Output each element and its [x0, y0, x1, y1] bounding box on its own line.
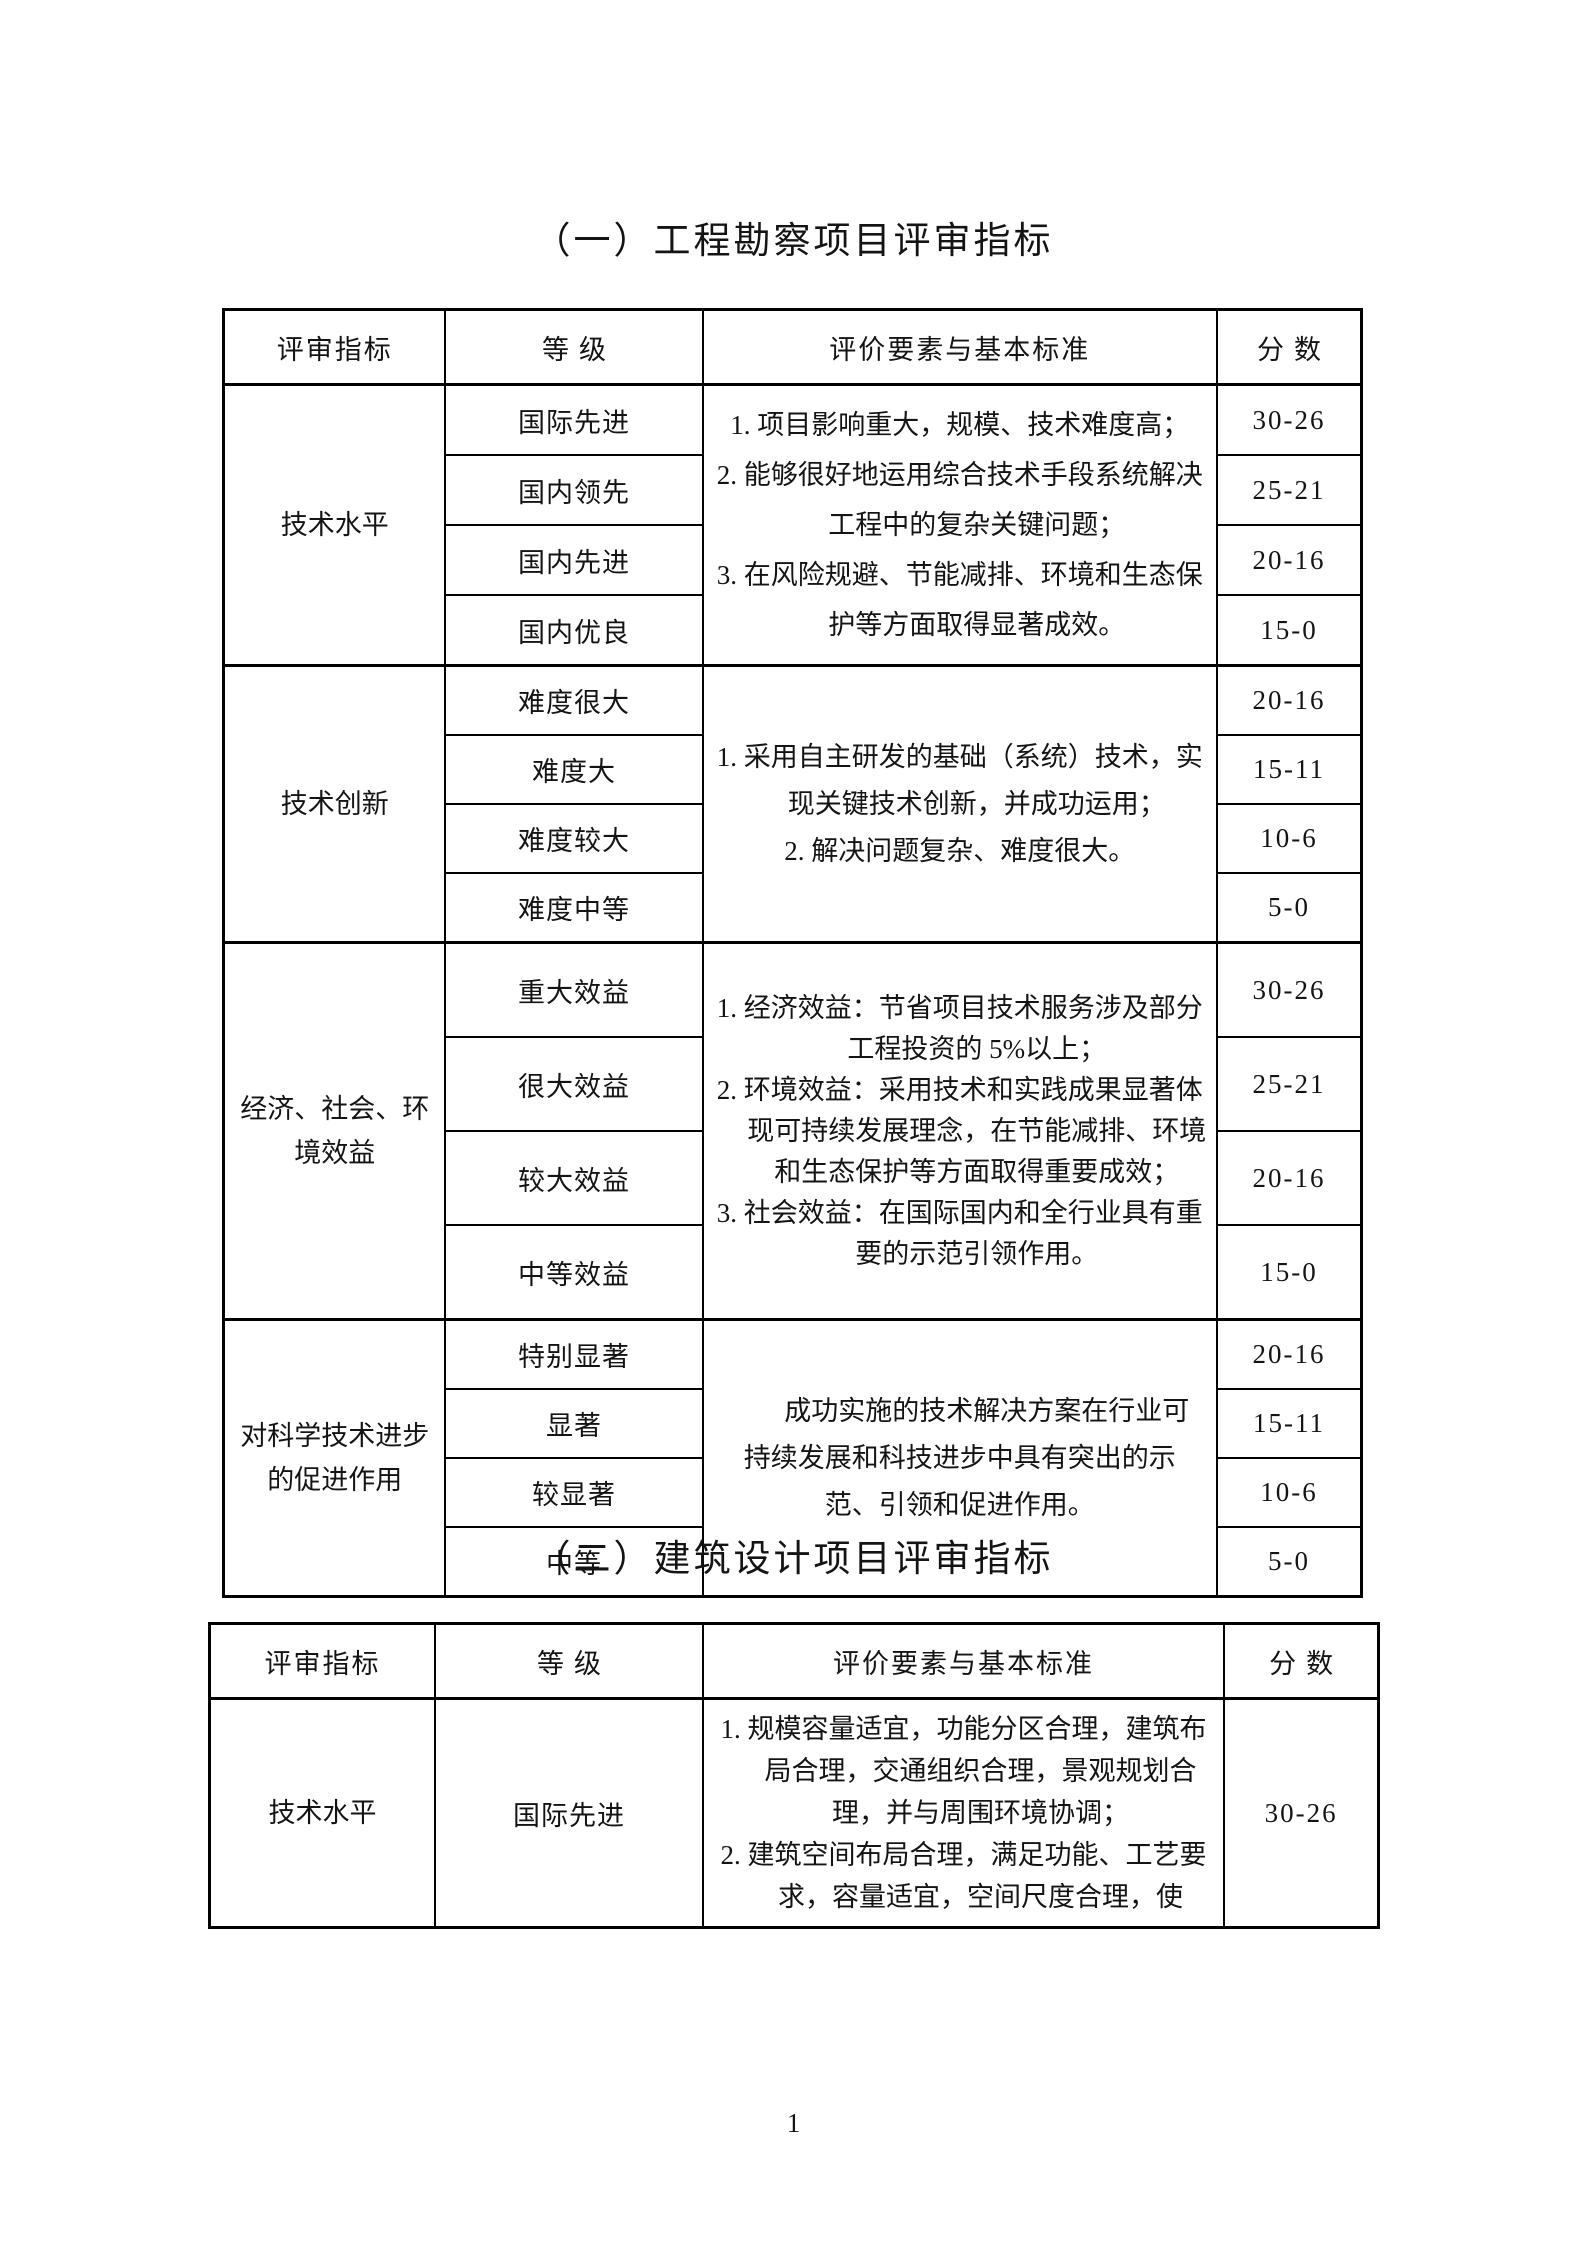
part1-title: （一）工程勘察项目评审指标: [533, 221, 1054, 262]
grade-cell: 国际先进: [444, 383, 704, 456]
criteria-cell: 1. 经济效益：节省项目技术服务涉及部分工程投资的 5%以上； 2. 环境效益：…: [701, 941, 1218, 1321]
grade-cell: 较大效益: [444, 1130, 704, 1226]
table-row: 中等 5-0: [224, 1526, 1363, 1598]
score-cell: 10-6: [1215, 803, 1363, 874]
grade-cell: 国内优良: [444, 594, 704, 667]
criteria-cell: 成功实施的技术解决方案在行业可持续发展和科技进步中具有突出的示范、引领和促进作用…: [701, 1318, 1218, 1598]
indicator-cell-tech-level: 技术水平: [222, 383, 447, 667]
table-row: 国内先进 20-16: [224, 524, 1363, 596]
criteria-item: 1. 采用自主研发的基础（系统）技术，实现关键技术创新，并成功运用；: [716, 741, 1203, 819]
part2-title: （二）建筑设计项目评审指标: [533, 1539, 1054, 1580]
score-cell: 30-26: [1223, 1697, 1380, 1929]
header-score-label: 分数: [1269, 1648, 1344, 1679]
grade-cell: 国内先进: [444, 524, 704, 596]
criteria-item: 2. 环境效益：采用技术和实践成果显著体现可持续发展理念，在节能减排、环境和生态…: [716, 1074, 1207, 1187]
header-criteria: 评价要素与基本标准: [701, 1622, 1226, 1700]
header-review-indicator: 评审指标: [222, 308, 447, 386]
table-header-row: 评审指标 等级 评价要素与基本标准 分数: [222, 308, 1363, 386]
table-row: 经济、社会、环境效益 重大效益 1. 经济效益：节省项目技术服务涉及部分工程投资…: [222, 941, 1363, 1321]
header-criteria: 评价要素与基本标准: [701, 308, 1218, 386]
table-row: 国内领先 25-21: [224, 454, 1363, 526]
indicator-cell-tech-innovation: 技术创新: [222, 664, 447, 944]
table-row: 难度大 15-11: [224, 734, 1363, 805]
table-row: 中等效益 15-0: [224, 1224, 1363, 1321]
score-cell: 20-16: [1215, 1130, 1363, 1226]
score-cell: 20-16: [1215, 1318, 1363, 1390]
header-review-indicator: 评审指标: [208, 1622, 437, 1700]
table-row: 对科学技术进步的促进作用 特别显著 成功实施的技术解决方案在行业可持续发展和科技…: [222, 1318, 1363, 1598]
criteria-item: 1. 经济效益：节省项目技术服务涉及部分工程投资的 5%以上；: [716, 992, 1203, 1064]
grade-cell: 特别显著: [444, 1318, 704, 1390]
grade-cell: 国际先进: [434, 1697, 704, 1929]
grade-cell: 很大效益: [444, 1036, 704, 1132]
score-cell: 5-0: [1215, 1526, 1363, 1598]
table-row: 较大效益 20-16: [224, 1130, 1363, 1226]
page-number: 1: [786, 2108, 801, 2138]
header-grade: 等级: [444, 308, 704, 386]
grade-cell: 难度中等: [444, 872, 704, 944]
score-cell: 5-0: [1215, 872, 1363, 944]
header-score-label: 分数: [1256, 334, 1331, 365]
criteria-item: 1. 项目影响重大，规模、技术难度高；: [730, 410, 1190, 440]
score-cell: 15-11: [1215, 734, 1363, 805]
criteria-item: 3. 在风险规避、节能减排、环境和生态保护等方面取得显著成效。: [716, 560, 1203, 640]
score-cell: 15-0: [1215, 594, 1363, 667]
grade-cell: 国内领先: [444, 454, 704, 526]
score-cell: 25-21: [1215, 454, 1363, 526]
grade-cell: 较显著: [444, 1457, 704, 1528]
indicator-cell-benefits: 经济、社会、环境效益: [222, 941, 447, 1321]
grade-cell: 中等: [444, 1526, 704, 1598]
table-row: 难度较大 10-6: [224, 803, 1363, 874]
score-cell: 15-0: [1215, 1224, 1363, 1321]
table-row: 显著 15-11: [224, 1388, 1363, 1459]
grade-cell: 显著: [444, 1388, 704, 1459]
header-grade-label: 等级: [536, 1648, 611, 1679]
grade-cell: 难度大: [444, 734, 704, 805]
score-cell: 10-6: [1215, 1457, 1363, 1528]
grade-cell: 中等效益: [444, 1224, 704, 1321]
table-row: 技术水平 国际先进 1. 项目影响重大，规模、技术难度高； 2. 能够很好地运用…: [222, 383, 1363, 667]
header-grade: 等级: [434, 1622, 704, 1700]
score-cell: 30-26: [1215, 383, 1363, 456]
score-cell: 30-26: [1215, 941, 1363, 1038]
criteria-cell: 1. 采用自主研发的基础（系统）技术，实现关键技术创新，并成功运用； 2. 解决…: [701, 664, 1218, 944]
table-row: 难度中等 5-0: [224, 872, 1363, 944]
criteria-cell: 1. 规模容量适宜，功能分区合理，建筑布局合理，交通组织合理，景观规划合理，并与…: [701, 1697, 1226, 1929]
criteria-item: 2. 解决问题复杂、难度很大。: [784, 835, 1136, 866]
architecture-review-table: 评审指标 等级 评价要素与基本标准 分数 技术水平 国际先进 1. 规模容量适宜…: [208, 1622, 1380, 1929]
header-score: 分数: [1215, 308, 1363, 386]
grade-cell: 难度较大: [444, 803, 704, 874]
table-row: 技术水平 国际先进 1. 规模容量适宜，功能分区合理，建筑布局合理，交通组织合理…: [208, 1697, 1380, 1929]
indicator-cell-tech-level: 技术水平: [208, 1697, 437, 1929]
criteria-cell: 1. 项目影响重大，规模、技术难度高； 2. 能够很好地运用综合技术手段系统解决…: [701, 383, 1218, 667]
score-cell: 20-16: [1215, 524, 1363, 596]
score-cell: 15-11: [1215, 1388, 1363, 1459]
indicator-cell-sci-tech-promotion: 对科学技术进步的促进作用: [222, 1318, 447, 1598]
criteria-item: 2. 能够很好地运用综合技术手段系统解决工程中的复杂关键问题；: [716, 460, 1203, 540]
table-row: 较显著 10-6: [224, 1457, 1363, 1528]
score-cell: 20-16: [1215, 664, 1363, 736]
table-row: 国内优良 15-0: [224, 594, 1363, 667]
table-row: 技术创新 难度很大 1. 采用自主研发的基础（系统）技术，实现关键技术创新，并成…: [222, 664, 1363, 944]
survey-review-table: 评审指标 等级 评价要素与基本标准 分数 技术水平 国际先进 1. 项目影响重大…: [222, 308, 1363, 1598]
header-score: 分数: [1223, 1622, 1380, 1700]
header-grade-label: 等级: [542, 334, 616, 365]
score-cell: 25-21: [1215, 1036, 1363, 1132]
grade-cell: 难度很大: [444, 664, 704, 736]
criteria-item: 2. 建筑空间布局合理，满足功能、工艺要求，容量适宜，空间尺度合理，使: [720, 1840, 1207, 1912]
criteria-item: 1. 规模容量适宜，功能分区合理，建筑布局合理，交通组织合理，景观规划合理，并与…: [720, 1714, 1207, 1828]
criteria-paragraph: 成功实施的技术解决方案在行业可持续发展和科技进步中具有突出的示范、引领和促进作用…: [743, 1395, 1190, 1520]
table-row: 很大效益 25-21: [224, 1036, 1363, 1132]
table-header-row: 评审指标 等级 评价要素与基本标准 分数: [208, 1622, 1380, 1700]
grade-cell: 重大效益: [444, 941, 704, 1038]
criteria-item: 3. 社会效益：在国际国内和全行业具有重要的示范引领作用。: [716, 1197, 1203, 1269]
